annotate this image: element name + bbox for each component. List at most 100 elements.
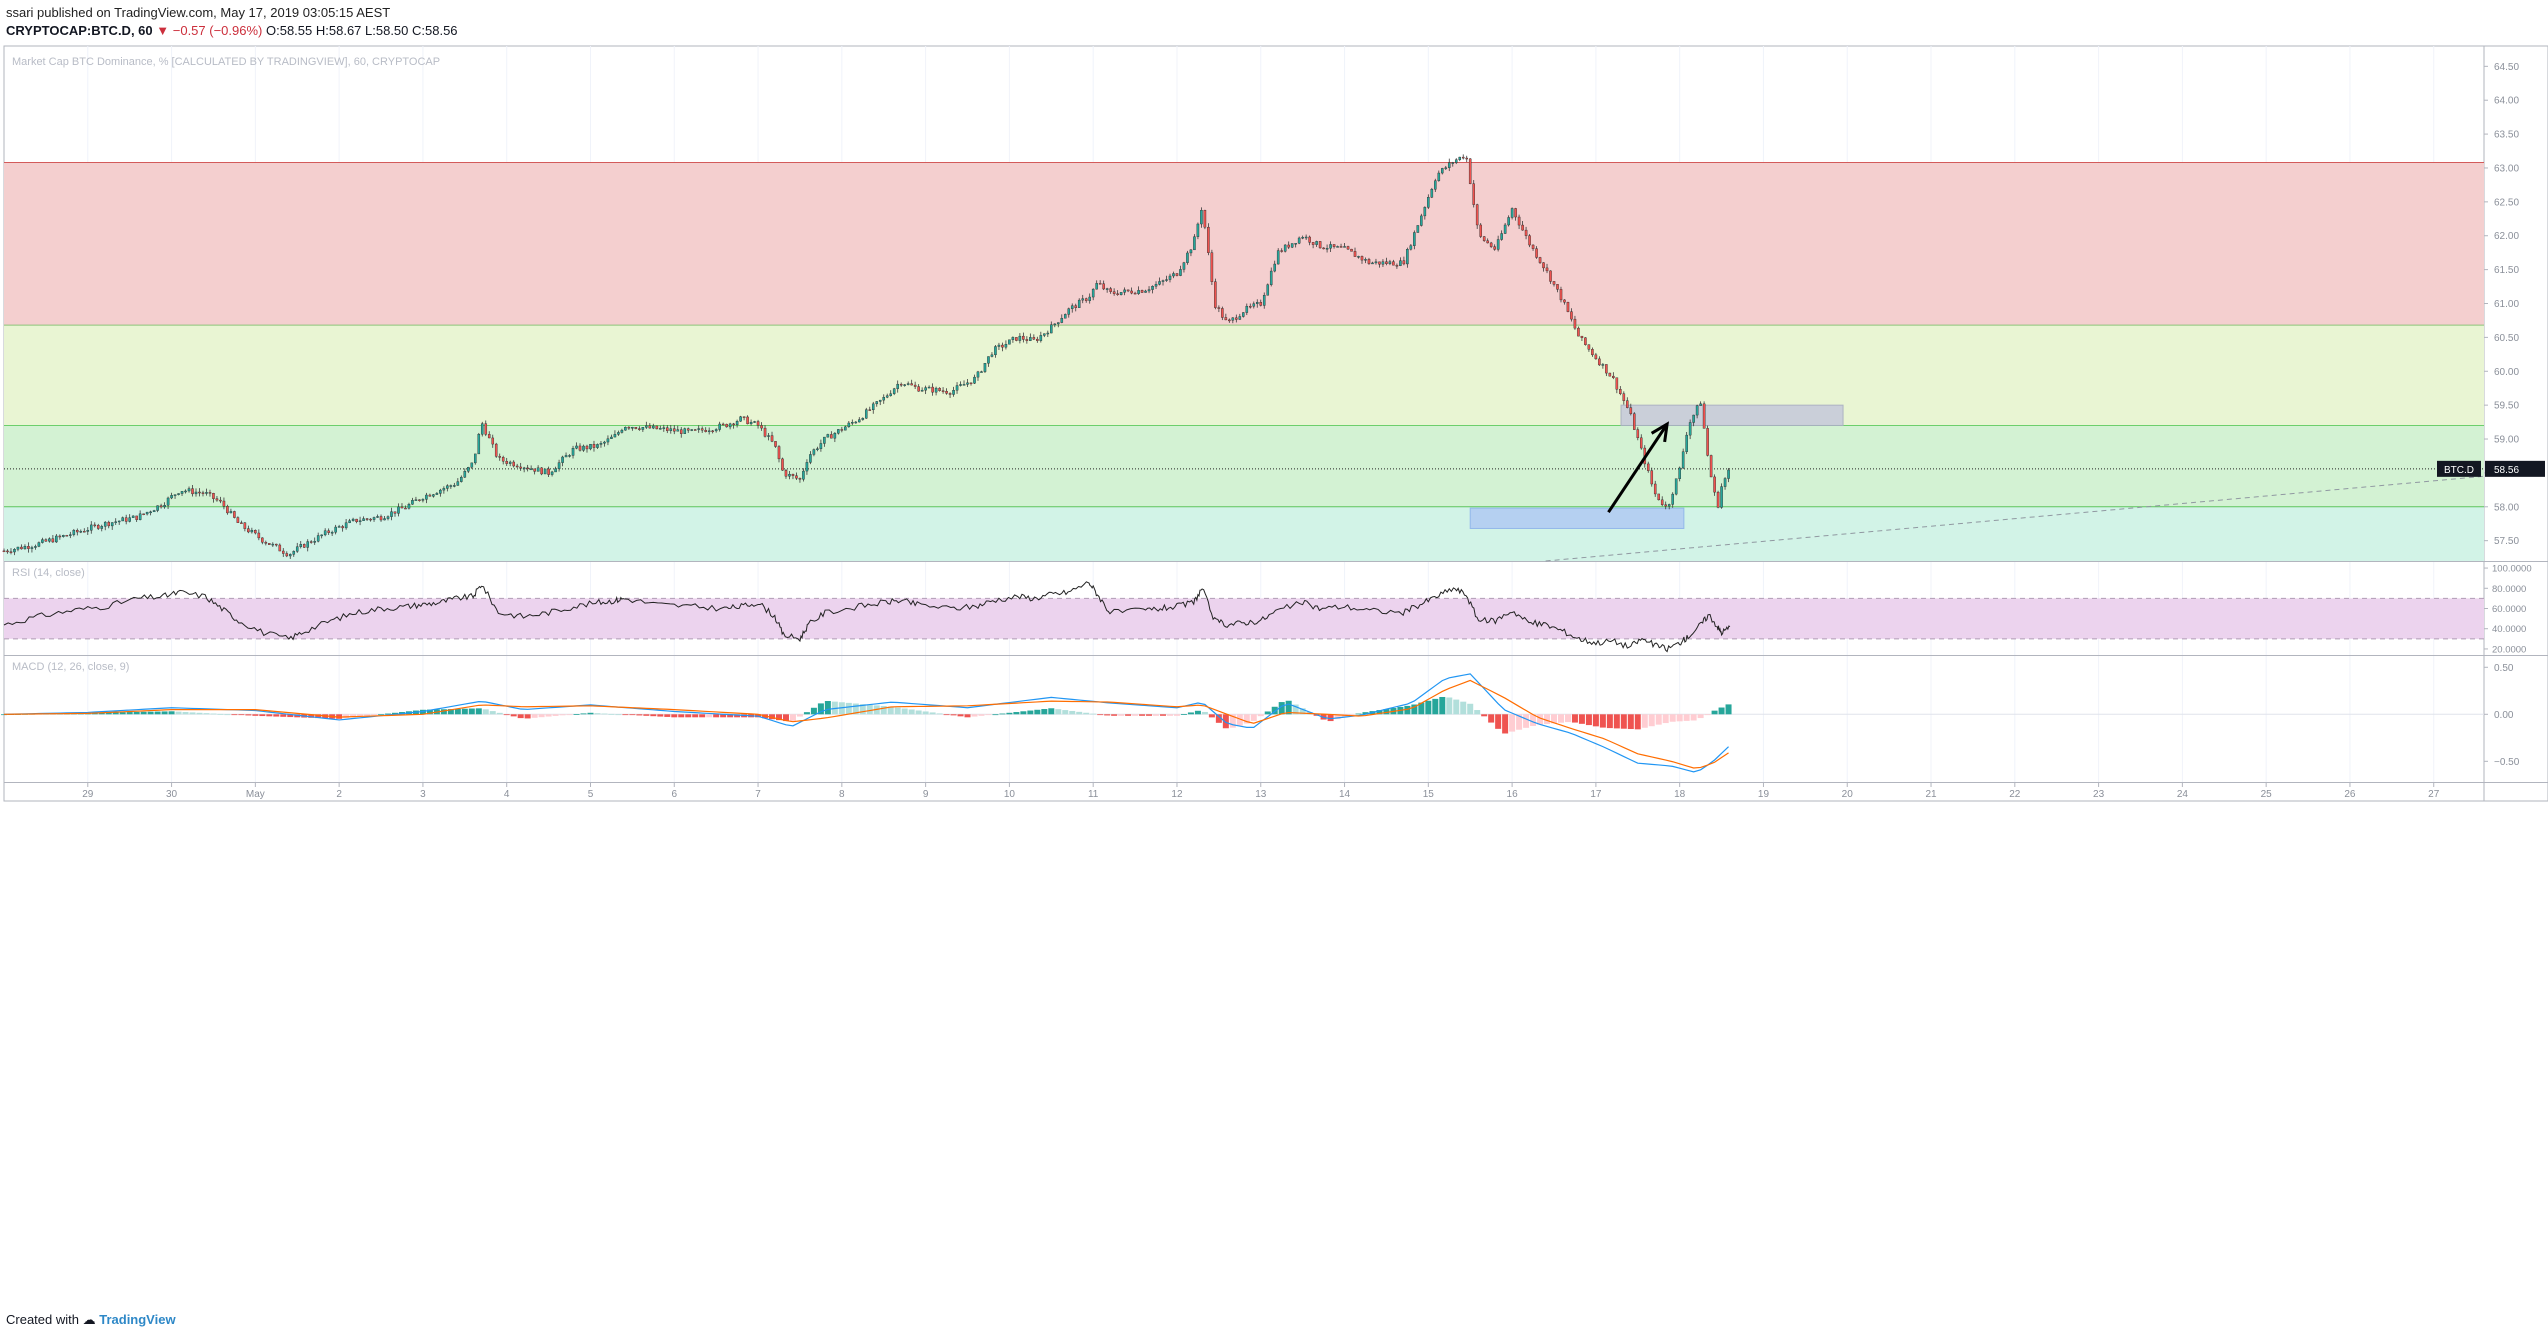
candle-body[interactable] bbox=[721, 423, 725, 426]
candle-body[interactable] bbox=[575, 445, 578, 449]
candle-body[interactable] bbox=[222, 500, 226, 507]
candle-body[interactable] bbox=[264, 542, 268, 544]
candle-body[interactable] bbox=[770, 435, 774, 442]
candle-body[interactable] bbox=[1388, 261, 1392, 264]
candle-body[interactable] bbox=[844, 426, 847, 431]
candle-body[interactable] bbox=[599, 443, 603, 445]
candle-body[interactable] bbox=[592, 443, 596, 448]
candle-body[interactable] bbox=[1091, 288, 1095, 298]
candle-body[interactable] bbox=[306, 541, 309, 548]
arrow-head-icon[interactable] bbox=[1650, 421, 1670, 443]
candle-body[interactable] bbox=[742, 416, 746, 418]
candle-body[interactable] bbox=[159, 505, 163, 508]
candle-body[interactable] bbox=[1137, 290, 1140, 294]
candle-body[interactable] bbox=[278, 544, 282, 552]
candle-body[interactable] bbox=[536, 467, 540, 472]
candle-body[interactable] bbox=[851, 422, 854, 424]
candle-body[interactable] bbox=[1542, 262, 1545, 269]
candle-body[interactable] bbox=[1109, 288, 1112, 292]
candle-body[interactable] bbox=[1479, 224, 1482, 237]
candle-body[interactable] bbox=[1011, 337, 1015, 340]
brand-name[interactable]: TradingView bbox=[99, 1312, 176, 1327]
candle-body[interactable] bbox=[920, 389, 924, 392]
candle-body[interactable] bbox=[1395, 264, 1399, 267]
candle-body[interactable] bbox=[1329, 244, 1332, 249]
candle-body[interactable] bbox=[659, 428, 662, 430]
candle-body[interactable] bbox=[1437, 172, 1441, 181]
candle-body[interactable] bbox=[1489, 242, 1493, 247]
candle-body[interactable] bbox=[1482, 236, 1486, 241]
candle-body[interactable] bbox=[533, 468, 536, 472]
candle-body[interactable] bbox=[337, 526, 341, 528]
candle-body[interactable] bbox=[833, 433, 837, 439]
candle-body[interactable] bbox=[411, 500, 414, 505]
candle-body[interactable] bbox=[1692, 414, 1695, 423]
candle-body[interactable] bbox=[1018, 335, 1022, 341]
candle-body[interactable] bbox=[1601, 364, 1605, 366]
candle-body[interactable] bbox=[875, 401, 879, 405]
candle-body[interactable] bbox=[756, 421, 760, 426]
candle-body[interactable] bbox=[247, 528, 250, 533]
candle-body[interactable] bbox=[1577, 327, 1580, 337]
candle-body[interactable] bbox=[735, 421, 739, 426]
candle-body[interactable] bbox=[1709, 455, 1713, 478]
candle-body[interactable] bbox=[1727, 469, 1730, 479]
candle-body[interactable] bbox=[962, 384, 966, 386]
candle-body[interactable] bbox=[603, 441, 606, 444]
candle-body[interactable] bbox=[1036, 338, 1039, 341]
candle-body[interactable] bbox=[1566, 301, 1570, 312]
candle-body[interactable] bbox=[1022, 335, 1025, 340]
candle-body[interactable] bbox=[634, 427, 638, 429]
candle-body[interactable] bbox=[1084, 298, 1088, 301]
candle-body[interactable] bbox=[1406, 249, 1409, 265]
candle-body[interactable] bbox=[1105, 288, 1109, 290]
candle-body[interactable] bbox=[1140, 290, 1144, 293]
candle-body[interactable] bbox=[1025, 339, 1029, 341]
candle-body[interactable] bbox=[1580, 335, 1584, 338]
candle-body[interactable] bbox=[871, 403, 875, 411]
candle-body[interactable] bbox=[271, 543, 275, 546]
chart-svg[interactable]: Market Cap BTC Dominance, % [CALCULATED … bbox=[0, 44, 2548, 1312]
candle-body[interactable] bbox=[257, 532, 261, 539]
candle-body[interactable] bbox=[34, 546, 37, 548]
candle-body[interactable] bbox=[1015, 337, 1018, 341]
candle-body[interactable] bbox=[494, 443, 498, 457]
candle-body[interactable] bbox=[704, 429, 707, 432]
candle-body[interactable] bbox=[1587, 344, 1591, 350]
candle-body[interactable] bbox=[62, 535, 65, 537]
candle-body[interactable] bbox=[320, 534, 323, 537]
signal-line[interactable] bbox=[3, 679, 1729, 769]
candle-body[interactable] bbox=[1144, 290, 1147, 293]
candle-body[interactable] bbox=[1531, 244, 1535, 249]
candle-body[interactable] bbox=[166, 497, 170, 506]
candle-body[interactable] bbox=[1374, 261, 1378, 264]
candle-body[interactable] bbox=[1297, 237, 1301, 244]
candle-body[interactable] bbox=[16, 546, 20, 550]
candle-body[interactable] bbox=[215, 498, 219, 501]
candle-body[interactable] bbox=[976, 371, 980, 378]
candle-body[interactable] bbox=[1133, 292, 1137, 295]
candle-body[interactable] bbox=[774, 441, 777, 447]
candle-body[interactable] bbox=[1371, 262, 1374, 265]
candle-body[interactable] bbox=[1255, 302, 1259, 304]
candle-body[interactable] bbox=[948, 393, 952, 395]
candle-body[interactable] bbox=[177, 493, 180, 495]
candle-body[interactable] bbox=[128, 517, 131, 522]
candle-body[interactable] bbox=[515, 465, 519, 468]
candle-body[interactable] bbox=[1308, 236, 1311, 243]
candle-body[interactable] bbox=[268, 543, 271, 545]
candle-body[interactable] bbox=[501, 457, 505, 462]
candle-body[interactable] bbox=[1077, 299, 1081, 308]
candle-body[interactable] bbox=[131, 515, 135, 518]
candle-body[interactable] bbox=[927, 386, 931, 389]
candle-body[interactable] bbox=[847, 422, 851, 428]
candle-body[interactable] bbox=[1182, 262, 1186, 270]
candle-body[interactable] bbox=[526, 467, 529, 470]
candle-body[interactable] bbox=[693, 429, 697, 431]
candle-body[interactable] bbox=[1067, 308, 1071, 315]
candle-body[interactable] bbox=[369, 518, 372, 521]
candle-body[interactable] bbox=[1008, 339, 1011, 345]
candle-body[interactable] bbox=[449, 485, 453, 487]
candle-body[interactable] bbox=[1535, 248, 1538, 258]
candle-body[interactable] bbox=[302, 544, 306, 548]
